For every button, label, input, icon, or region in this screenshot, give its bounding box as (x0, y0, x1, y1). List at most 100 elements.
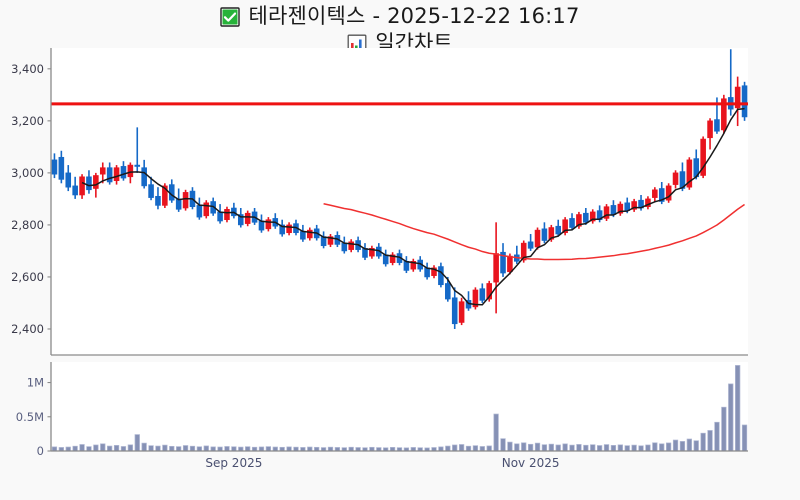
candle-body (58, 156, 65, 180)
volume-bar (79, 444, 85, 452)
candle-body (196, 205, 203, 218)
candle-body (576, 214, 582, 227)
volume-bar (555, 444, 561, 452)
candle-body (265, 219, 272, 230)
volume-bar (176, 446, 182, 452)
volume-bar (597, 445, 603, 452)
candle-body (341, 242, 348, 252)
candle-body (113, 167, 120, 181)
volume-axis-ticks: 0 0.5M 1M (16, 376, 51, 458)
volume-bar (72, 445, 78, 452)
volume-bar (169, 445, 175, 452)
candle-body (79, 176, 85, 196)
volume-bar (189, 445, 196, 452)
volume-bar (700, 432, 706, 452)
candle-body (389, 254, 396, 263)
volume-tick-label: 0 (37, 444, 44, 458)
x-tick-label: Sep 2025 (205, 456, 262, 470)
candle-body (217, 211, 223, 222)
candle-body (527, 241, 534, 249)
candle-body (555, 225, 562, 235)
candle-body (445, 283, 451, 300)
candle-body (382, 254, 389, 265)
x-axis-ticks: Sep 2025 Nov 2025 (205, 456, 559, 470)
candle-body (65, 172, 72, 188)
candle-body (631, 201, 637, 210)
volume-bar (127, 444, 133, 452)
candle-body (686, 159, 693, 188)
volume-bar (679, 441, 686, 452)
volume-bar (672, 439, 679, 452)
volume-bar (693, 440, 699, 452)
candle-body (203, 202, 210, 217)
candle-body (562, 219, 568, 234)
volume-bar (155, 445, 161, 452)
volume-bar (100, 443, 106, 452)
volume-bar (735, 365, 741, 452)
volume-bar (714, 421, 720, 452)
candle-body (410, 261, 417, 270)
candle-body (486, 283, 492, 300)
candle-body (127, 164, 134, 178)
candle-body (120, 166, 127, 179)
candle-body (700, 138, 706, 176)
volume-bar (603, 444, 610, 452)
candle-body (182, 192, 189, 209)
volume-bar (141, 442, 147, 452)
candle-body (286, 224, 292, 234)
candle-body (548, 227, 555, 240)
volume-bar (610, 445, 617, 452)
candle-body (534, 229, 541, 248)
price-axis-ticks: 2,400 2,600 2,800 3,000 3,200 3,400 (11, 62, 51, 336)
volume-bar (486, 445, 492, 452)
volume-bar (507, 441, 513, 452)
candle-body (451, 297, 458, 325)
candle-body (307, 229, 313, 239)
volume-bar (465, 445, 472, 452)
candle-body (348, 241, 354, 250)
candle-body (431, 267, 437, 276)
candle-body (99, 167, 106, 175)
volume-bar (479, 446, 485, 452)
candle-body (520, 242, 527, 261)
candle-body (617, 203, 624, 214)
volume-bar (445, 445, 451, 452)
volume-bar (617, 444, 623, 452)
volume-bar (638, 445, 644, 452)
volume-bar (652, 442, 658, 452)
candle-body (493, 253, 499, 283)
candle-body (403, 261, 410, 271)
volume-bar (93, 444, 99, 452)
candle-body (741, 85, 748, 118)
candle-body (327, 236, 334, 245)
candle-body (224, 209, 230, 221)
volume-bar (624, 445, 630, 452)
candle-body (500, 251, 506, 274)
candle-body (93, 175, 99, 189)
volume-bar (590, 444, 596, 452)
candle-body (244, 212, 251, 224)
title-row: 테라젠이텍스 - 2025-12-22 16:17 (0, 6, 800, 27)
volume-plot-background (51, 362, 748, 450)
candle-body (721, 98, 727, 131)
volume-bar (645, 444, 651, 452)
candle-body (369, 248, 375, 257)
volume-bar (148, 445, 154, 452)
price-tick-label: 3,400 (11, 62, 44, 76)
volume-bar (659, 443, 665, 452)
volume-bar (562, 443, 568, 452)
volume-bar (203, 445, 209, 452)
volume-bar (120, 446, 127, 452)
price-tick-label: 3,000 (11, 166, 44, 180)
volume-bar (500, 438, 506, 452)
moving-average-short-line (81, 107, 745, 306)
volume-bar (576, 444, 582, 452)
candle-body (589, 211, 596, 222)
candle-body (258, 220, 265, 231)
candle-body (148, 184, 154, 198)
volume-bar (514, 443, 520, 452)
candle-body (279, 224, 285, 235)
candle-body (72, 185, 78, 196)
